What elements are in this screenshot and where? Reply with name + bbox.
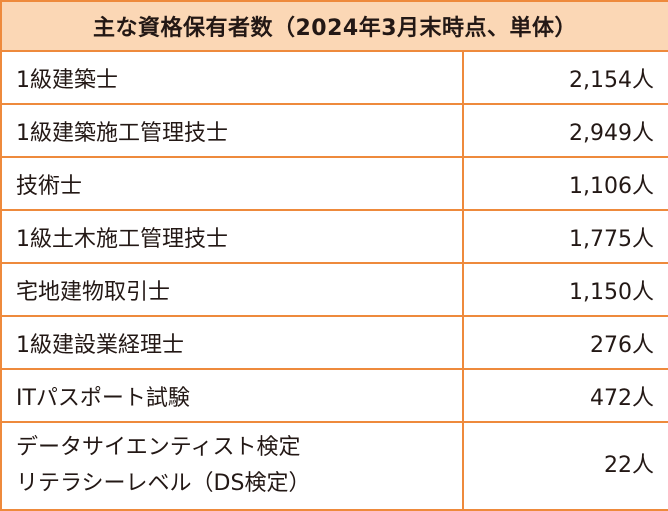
table-header-row: 主な資格保有者数（2024年3月末時点、単体） xyxy=(0,0,668,52)
table-row: 1級土木施工管理技士 1,775人 xyxy=(0,209,668,264)
holder-count: 2,949人 xyxy=(461,103,668,158)
holder-count: 276人 xyxy=(461,315,668,370)
table-row: 1級建築士 2,154人 xyxy=(0,50,668,105)
table-row: 1級建築施工管理技士 2,949人 xyxy=(0,103,668,158)
qualification-name: 1級建築施工管理技士 xyxy=(0,103,464,158)
table-row: データサイエンティスト検定 リテラシーレベル（DS検定） 22人 xyxy=(0,421,668,511)
qualification-name: 1級建築士 xyxy=(0,50,464,105)
qualification-name: 技術士 xyxy=(0,156,464,211)
holder-count: 2,154人 xyxy=(461,50,668,105)
qualification-name: 1級建設業経理士 xyxy=(0,315,464,370)
table-title: 主な資格保有者数（2024年3月末時点、単体） xyxy=(0,0,668,52)
qualification-name: データサイエンティスト検定 リテラシーレベル（DS検定） xyxy=(0,421,464,511)
holder-count: 1,106人 xyxy=(461,156,668,211)
qualification-name: 宅地建物取引士 xyxy=(0,262,464,317)
holder-count: 1,150人 xyxy=(461,262,668,317)
holder-count: 1,775人 xyxy=(461,209,668,264)
table-row: 技術士 1,106人 xyxy=(0,156,668,211)
qualification-name-line: データサイエンティスト検定 xyxy=(16,435,301,460)
holder-count: 472人 xyxy=(461,368,668,423)
qualification-name: ITパスポート試験 xyxy=(0,368,464,423)
table-row: 宅地建物取引士 1,150人 xyxy=(0,262,668,317)
qualification-name-line: リテラシーレベル（DS検定） xyxy=(16,471,311,496)
holder-count: 22人 xyxy=(461,421,668,511)
table-row: 1級建設業経理士 276人 xyxy=(0,315,668,370)
qualification-name: 1級土木施工管理技士 xyxy=(0,209,464,264)
table-row: ITパスポート試験 472人 xyxy=(0,368,668,423)
